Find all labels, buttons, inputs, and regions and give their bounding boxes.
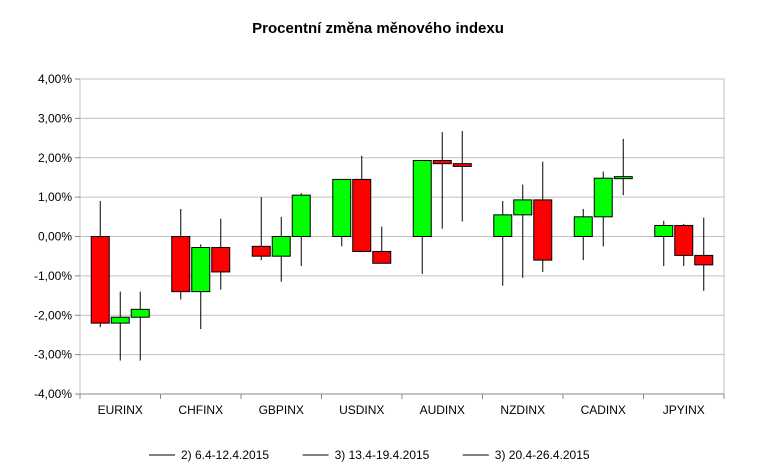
candle-body [412,160,432,238]
candle [191,244,211,330]
candle-body [352,178,372,252]
y-tick-label: 3,00% [38,111,72,125]
candle-body [291,194,311,237]
chart-title: Procentní změna měnového indexu [252,20,504,37]
candle-body [573,216,593,237]
x-tick-label: AUDINX [420,403,465,417]
candle [130,291,150,361]
candle [171,208,191,300]
legend: 2) 6.4-12.4.2015 3) 13.4-19.4.2015 3) 20.4… [149,448,590,462]
candle [332,178,352,247]
y-tick-label: 1,00% [38,190,72,204]
candle [90,201,110,328]
x-tick-label: USDINX [339,403,384,417]
candle-body [171,236,191,293]
x-tick-label: NZDINX [500,403,545,417]
candle-body [271,236,291,257]
candle-body [211,247,231,273]
candle [694,217,714,291]
candle-body [513,199,533,216]
y-tick-label: -4,00% [34,387,72,401]
y-axis-tick-labels: 4,00% 3,00% 2,00% 1,00% 0,00% -1,00% -2,00% -3,… [34,72,72,401]
candle [533,161,553,272]
legend-label: 2) 6.4-12.4.2015 [181,448,269,462]
y-tick-label: 4,00% [38,72,72,86]
y-tick-label: -3,00% [34,348,72,362]
candle [613,138,633,196]
candle-body [432,160,452,165]
legend-item: 3) 20.4-26.4.2015 [462,448,590,462]
x-tick-label: EURINX [98,403,143,417]
candle [593,171,613,247]
candle-body [654,224,674,238]
candle-body [694,254,714,266]
candle-body [674,224,694,256]
legend-label: 3) 13.4-19.4.2015 [335,448,430,462]
candle [493,201,513,286]
candle-body [593,177,613,218]
x-tick-label: CHFINX [178,403,223,417]
candle [110,291,130,361]
y-tick-label: 0,00% [38,230,72,244]
x-tick-label: JPYINX [663,403,705,417]
y-tick-label: -2,00% [34,308,72,322]
x-tick-label: CADINX [581,403,626,417]
candle [573,208,593,261]
candle-body [533,199,553,261]
candle-body [90,236,110,324]
candle [211,218,231,290]
candle [291,193,311,267]
candle [352,155,372,253]
candle [271,216,291,282]
x-axis: EURINX CHFINX GBPINX USDINX AUDINX NZDINX CADI… [79,393,725,417]
candle [432,132,452,229]
candle-body [251,245,271,257]
candle-body [493,214,513,237]
candle [674,223,694,267]
candle-body [452,163,472,167]
y-tick-label: -1,00% [34,269,72,283]
candle-body [613,176,633,180]
candle-body [372,250,392,264]
candle [654,220,674,267]
candle-body [191,247,211,293]
candle-body [110,316,130,324]
y-tick-label: 2,00% [38,151,72,165]
candle [412,160,432,274]
legend-item: 3) 13.4-19.4.2015 [302,448,430,462]
candle [251,197,271,261]
candle [452,130,472,222]
candle [513,184,533,278]
candles [90,130,714,361]
candle [372,226,392,264]
candle-body [332,178,352,237]
candle-body [130,308,150,318]
legend-item: 2) 6.4-12.4.2015 [149,448,269,462]
legend-label: 3) 20.4-26.4.2015 [495,448,590,462]
x-tick-label: GBPINX [259,403,304,417]
